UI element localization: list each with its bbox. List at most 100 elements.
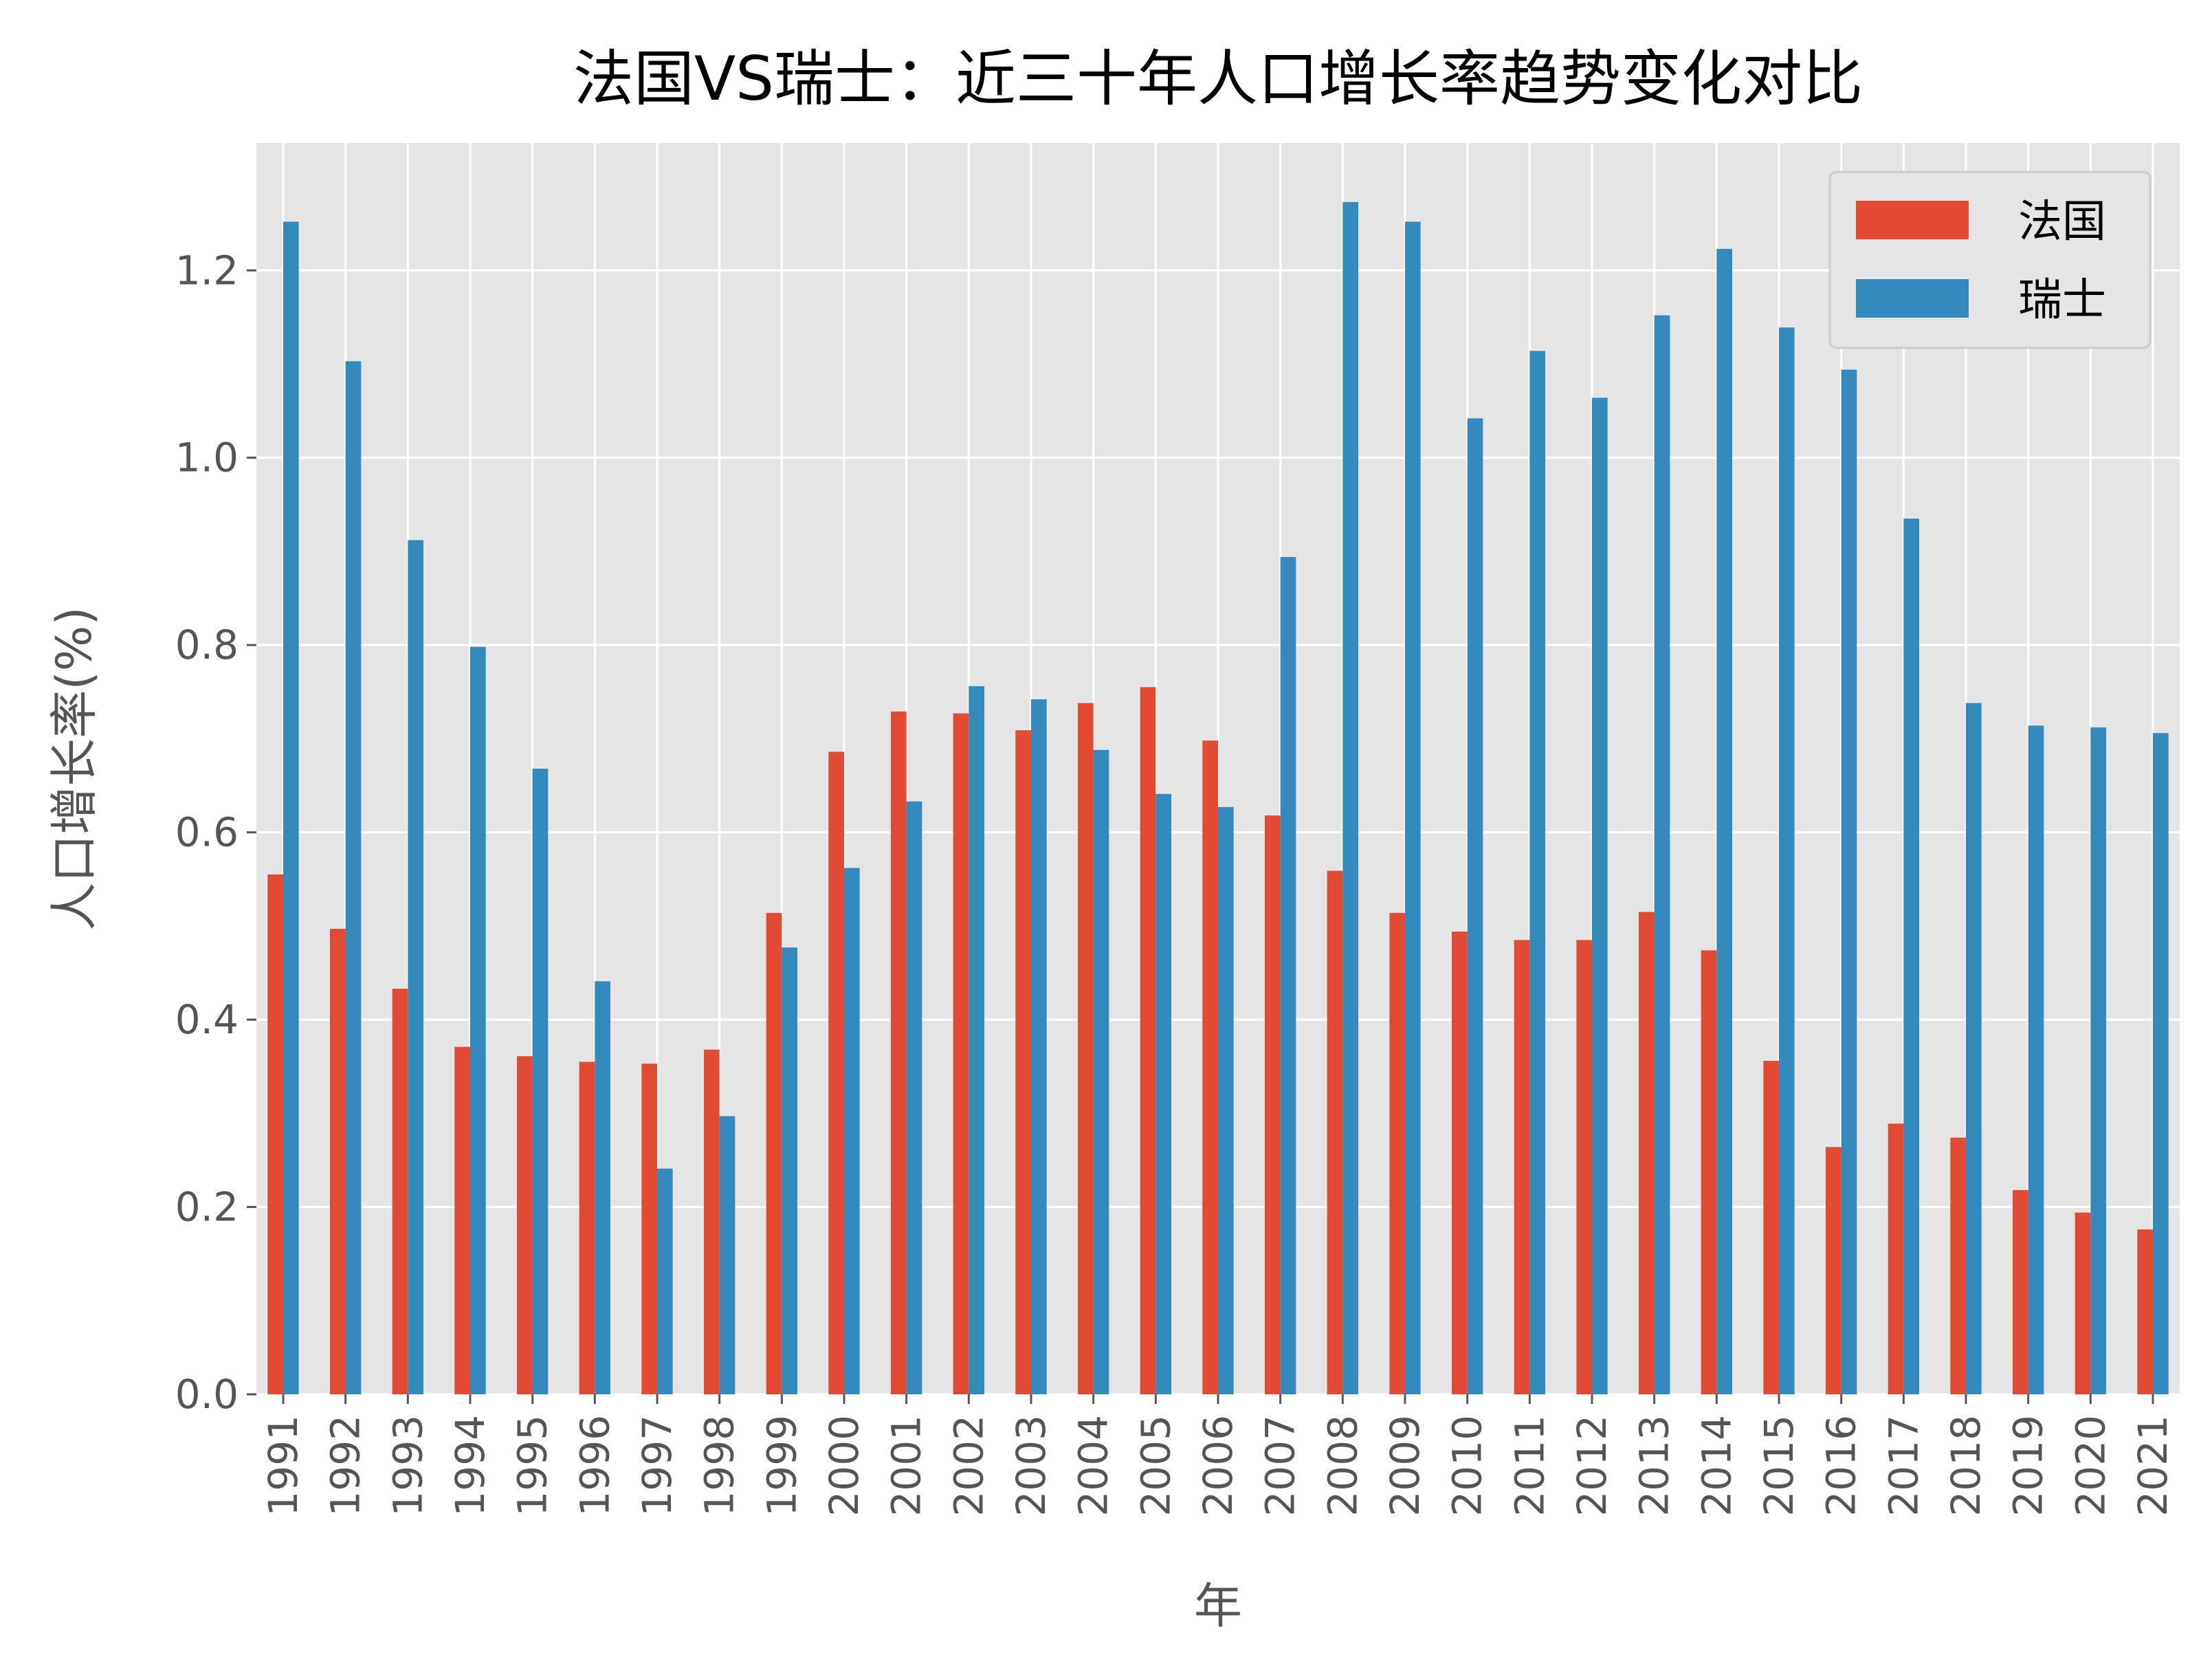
bar-switzerland-2020 [2090,727,2107,1394]
bar-switzerland-2006 [1218,806,1234,1394]
legend-label-switzerland: 瑞士 [2018,275,2106,326]
x-tick-label: 2015 [1756,1415,1802,1517]
bar-switzerland-2015 [1779,327,1795,1394]
x-tick-label: 1998 [696,1415,743,1517]
bar-switzerland-2011 [1529,351,1546,1394]
x-tick-label: 1994 [447,1415,494,1517]
y-axis-ticks: 0.0 0.2 0.4 0.6 0.8 1.0 1.2 [175,247,256,1418]
bar-france-2004 [1077,703,1094,1394]
bar-switzerland-1997 [656,1168,673,1394]
bar-france-2021 [2137,1229,2154,1394]
x-tick-label: 2004 [1070,1415,1117,1517]
bars [267,201,2169,1395]
bar-france-1998 [703,1049,720,1394]
x-tick-label: 2008 [1319,1415,1366,1517]
bar-france-1993 [392,989,408,1394]
legend-swatch-france [1856,201,1969,239]
x-tick-label: 2016 [1818,1415,1865,1517]
y-tick-label: 0.6 [175,809,239,856]
bar-france-2014 [1701,950,1717,1394]
bar-france-1999 [766,912,782,1394]
bar-france-2018 [1950,1137,1967,1394]
bar-switzerland-2005 [1155,793,1171,1394]
x-tick-label: 2006 [1195,1415,1241,1517]
bar-switzerland-1995 [532,769,549,1394]
bar-switzerland-2018 [1966,703,1982,1394]
x-tick-label: 2011 [1506,1415,1553,1517]
bar-switzerland-2010 [1467,418,1483,1394]
bar-france-2012 [1576,940,1593,1394]
bar-france-2015 [1763,1061,1780,1394]
x-tick-label: 1999 [758,1415,805,1517]
bar-france-2007 [1265,815,1281,1394]
bar-switzerland-2014 [1716,248,1733,1394]
bar-switzerland-1992 [345,361,362,1394]
y-tick-label: 0.0 [175,1371,239,1418]
chart-title: 法国VS瑞士：近三十年人口增长率趋势变化对比 [573,43,1863,114]
bar-france-2009 [1389,912,1406,1394]
x-tick-label: 1996 [571,1415,618,1517]
x-tick-label: 2019 [2005,1415,2052,1517]
x-tick-label: 2003 [1008,1415,1054,1517]
y-axis-label: 人口增长率(%) [46,606,102,930]
x-tick-label: 2014 [1693,1415,1740,1517]
bar-switzerland-2007 [1280,557,1296,1394]
bar-france-2011 [1514,940,1530,1394]
bar-switzerland-1993 [408,540,423,1395]
x-tick-label: 2010 [1444,1415,1491,1517]
legend: 法国 瑞士 [1828,171,2152,349]
x-tick-label: 2012 [1569,1415,1615,1517]
legend-swatch-switzerland [1856,279,1969,318]
bar-france-2016 [1826,1147,1842,1394]
bar-switzerland-2012 [1592,397,1608,1394]
x-tick-label: 2009 [1382,1415,1428,1517]
bar-france-1992 [329,928,346,1394]
x-tick-label: 2017 [1880,1415,1927,1517]
bar-france-1995 [516,1056,533,1394]
bar-france-2003 [1015,730,1031,1394]
bar-france-2010 [1452,932,1468,1394]
bar-switzerland-2003 [1030,699,1047,1394]
bar-france-2002 [953,713,969,1394]
y-tick-label: 1.0 [175,435,239,481]
bar-switzerland-2000 [843,868,860,1394]
x-tick-label: 2013 [1631,1415,1678,1517]
bar-switzerland-2017 [1903,518,1920,1394]
bar-switzerland-2019 [2028,725,2044,1394]
x-tick-label: 2018 [1943,1415,1989,1517]
bar-switzerland-1994 [469,646,486,1394]
x-tick-label: 1997 [634,1415,681,1517]
x-tick-label: 2002 [945,1415,992,1517]
bar-switzerland-1998 [719,1116,736,1394]
bar-france-2001 [890,711,907,1394]
bar-switzerland-2021 [2153,733,2169,1394]
bar-switzerland-1999 [782,947,797,1394]
bar-france-2013 [1639,912,1655,1394]
x-tick-label: 2021 [2130,1415,2176,1517]
bar-switzerland-2009 [1405,221,1421,1394]
x-tick-label: 1992 [322,1415,369,1517]
bar-switzerland-2001 [906,801,922,1394]
bar-france-2020 [2075,1212,2091,1394]
bar-france-2006 [1202,740,1218,1394]
bar-france-2008 [1327,870,1343,1394]
bar-france-1994 [454,1046,470,1394]
bar-france-2017 [1888,1123,1904,1394]
bar-switzerland-1991 [283,221,299,1394]
x-axis-ticks: 1991 1992 1993 1994 1995 1996 1997 1998 1999 2000… [260,1394,2176,1517]
x-tick-label: 2020 [2067,1415,2114,1517]
x-tick-label: 2007 [1257,1415,1304,1517]
bar-switzerland-1996 [595,981,610,1394]
x-tick-label: 1991 [260,1415,307,1517]
bar-france-1997 [641,1064,657,1394]
x-tick-label: 2000 [821,1415,867,1517]
bar-france-2000 [828,751,844,1394]
legend-label-france: 法国 [2018,197,2106,248]
x-tick-label: 2005 [1132,1415,1179,1517]
x-tick-label: 1993 [384,1415,431,1517]
bar-switzerland-2004 [1093,749,1109,1394]
y-tick-label: 0.4 [175,996,239,1043]
bar-switzerland-2002 [969,686,984,1394]
bar-france-2005 [1140,687,1156,1394]
